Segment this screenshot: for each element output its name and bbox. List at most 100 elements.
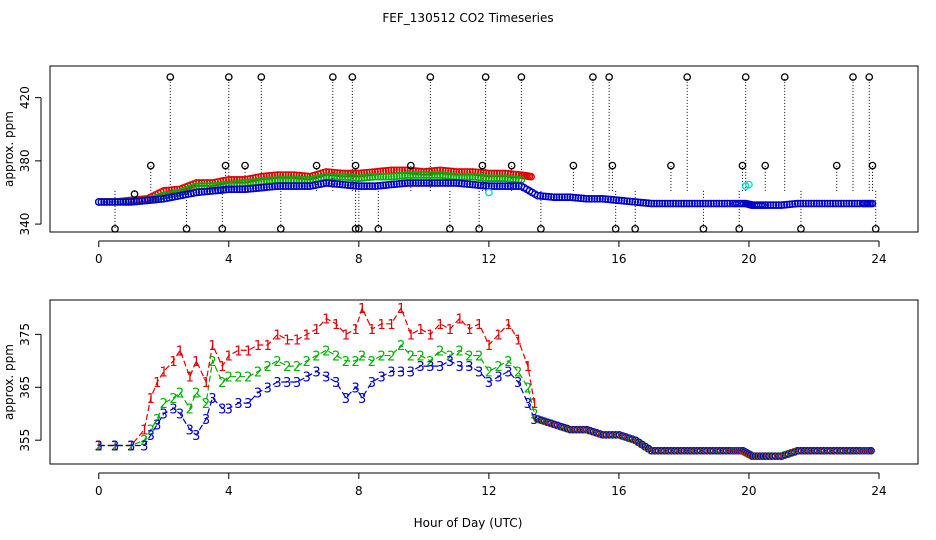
series-3-point [834, 199, 843, 208]
series-3-point [661, 199, 669, 208]
series-3-point [772, 201, 780, 209]
series-2-glyph: 2 [244, 371, 252, 386]
series-2-point [384, 172, 393, 181]
series-3-point [601, 195, 610, 203]
series-3-point [292, 182, 301, 191]
series-3-point [94, 198, 103, 206]
series-3-point [791, 199, 799, 208]
series-2-point [344, 173, 352, 182]
series-3-point [238, 185, 247, 194]
series-3-glyph: 3 [202, 413, 210, 428]
series-3-point [246, 184, 255, 193]
series-1-glyph: 1 [342, 328, 350, 343]
top-x-tick-label: 20 [741, 252, 756, 266]
bottom-x-tick-label: 12 [481, 484, 496, 498]
series-2-glyph: 2 [485, 365, 493, 380]
series-2-point [441, 171, 450, 180]
series-3-point [227, 185, 236, 194]
series-3-point [837, 199, 845, 208]
series-2-glyph: 2 [514, 365, 522, 380]
series-3-point [774, 201, 783, 209]
series-3-point [382, 181, 390, 189]
series-3-point [677, 199, 686, 208]
series-3-glyph: 3 [186, 424, 194, 439]
series-2-point [392, 172, 401, 180]
series-2-point [503, 174, 512, 183]
series-3-point [587, 194, 596, 203]
series-2-point [468, 172, 477, 181]
series-3-point [140, 196, 149, 205]
flag-point [797, 224, 805, 233]
series-3-glyph: 3 [514, 376, 522, 391]
flag-point [741, 73, 750, 81]
series-3-point [848, 199, 856, 208]
series-3-glyph: 3 [332, 376, 340, 391]
series-3-glyph: 3 [377, 371, 385, 386]
series-2-point [357, 174, 366, 182]
bottom-x-tick-label: 0 [95, 484, 103, 498]
series-2-point [376, 172, 385, 181]
series-3-point [701, 199, 710, 208]
flag-point [328, 73, 337, 81]
series-3-glyph: 3 [416, 360, 424, 375]
series-3-point [593, 194, 602, 203]
series-1-glyph: 1 [293, 334, 301, 349]
merged-line [537, 418, 873, 457]
series-3-point [612, 196, 621, 204]
series-2-glyph: 2 [407, 350, 415, 365]
series-2-glyph: 2 [332, 350, 340, 365]
series-3-glyph: 3 [504, 365, 512, 380]
series-3-glyph: 3 [387, 365, 395, 380]
series-3-point [103, 198, 111, 206]
series-3-point [111, 198, 119, 206]
flag-point [871, 224, 880, 233]
series-3-point [151, 195, 160, 204]
series-3-point [392, 180, 401, 188]
series-1-glyph: 1 [494, 328, 502, 343]
series-3-glyph: 3 [436, 360, 444, 375]
series-3-point [868, 199, 877, 208]
top-y-tick-label: 420 [18, 86, 32, 109]
series-2-point [365, 173, 374, 182]
top-x-tick-label: 4 [225, 252, 233, 266]
series-3-point [235, 185, 244, 194]
flag-point [517, 73, 526, 81]
series-3-point [759, 201, 767, 209]
series-3-point [379, 181, 388, 190]
series-3-point [688, 199, 696, 208]
series-3-point [723, 199, 732, 208]
series-3-point [807, 199, 816, 208]
series-3-point [127, 198, 136, 206]
series-1-glyph: 1 [147, 392, 155, 407]
series-3-point [387, 180, 396, 189]
series-2-point [352, 174, 360, 182]
series-3-point [466, 180, 474, 189]
series-3-point [354, 182, 363, 191]
series-3-glyph: 3 [208, 392, 216, 407]
flag-point [218, 224, 227, 233]
flag-point [221, 161, 230, 170]
series-3-point [617, 196, 626, 205]
series-3-point [157, 195, 165, 203]
series-3-point [414, 179, 423, 187]
series-3-point [577, 194, 585, 203]
series-2-glyph: 2 [530, 408, 538, 423]
chart-title: FEF_130512 CO2 Timeseries [382, 11, 553, 25]
series-3-point [119, 198, 127, 206]
series-1-glyph: 1 [303, 328, 311, 343]
series-3-point [845, 199, 854, 208]
series-1-glyph: 1 [332, 318, 340, 333]
series-3-point [346, 181, 355, 190]
series-3-point [777, 201, 786, 209]
series-3-glyph: 3 [465, 360, 473, 375]
series-2-glyph: 2 [446, 350, 454, 365]
series-3-point [625, 197, 634, 206]
series-3-point [105, 198, 114, 206]
flag-point [699, 224, 708, 233]
series-2-point [406, 171, 415, 179]
series-2-glyph: 2 [192, 387, 200, 402]
series-1-glyph: 1 [504, 318, 512, 333]
series-3-point [571, 193, 580, 202]
series-3-point [541, 192, 550, 201]
